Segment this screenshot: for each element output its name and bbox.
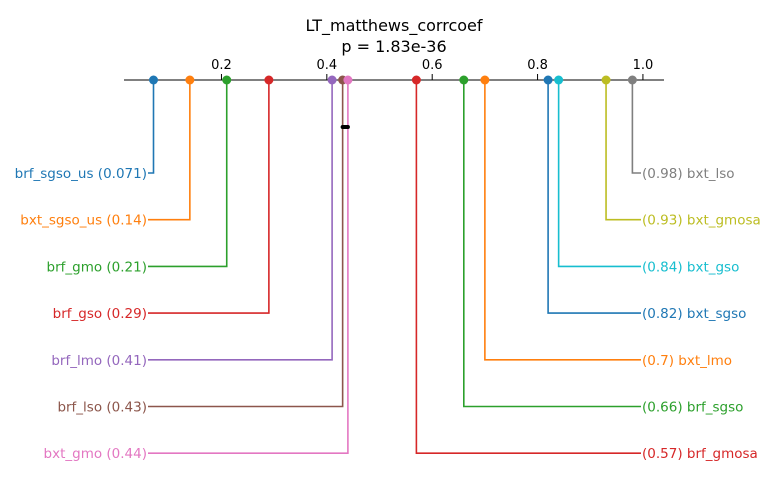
stem-brf_gso <box>148 80 270 314</box>
label-brf_sgso: (0.66) brf_sgso <box>642 400 743 416</box>
label-brf_lso: brf_lso (0.43) <box>57 400 147 416</box>
label-brf_sgso_us: brf_sgso_us (0.071) <box>15 166 147 182</box>
x-tick-label: 0.8 <box>527 58 548 73</box>
marker-bxt_lmo <box>480 75 490 85</box>
stem-bxt_gmosa <box>605 80 641 221</box>
label-brf_lmo: brf_lmo (0.41) <box>51 353 147 369</box>
stem-bxt_lso <box>631 80 641 174</box>
x-tick-label: 1.0 <box>633 58 654 73</box>
marker-bxt_sgso <box>543 75 553 85</box>
x-axis-ticks: 0.2 0.4 0.6 0.8 1.0 <box>211 58 653 80</box>
marker-bxt_gso <box>554 75 564 85</box>
stem-brf_lso <box>148 80 344 408</box>
label-bxt_gmo: bxt_gmo (0.44) <box>44 446 147 462</box>
label-brf_gmosa: (0.57) brf_gmosa <box>642 446 758 462</box>
rank-markers <box>149 75 637 85</box>
chart-subtitle: p = 1.83e-36 <box>341 37 446 56</box>
stem-brf_gmosa <box>415 80 641 455</box>
marker-brf_gmo <box>222 75 232 85</box>
marker-bxt_gmosa <box>601 75 611 85</box>
stem-brf_gmo <box>148 80 228 268</box>
marker-brf_lmo <box>327 75 337 85</box>
stem-bxt_sgso <box>547 80 641 314</box>
rank-stems <box>148 80 641 455</box>
x-tick-label: 0.2 <box>211 58 232 73</box>
method-labels: brf_sgso_us (0.071) bxt_sgso_us (0.14) brf… <box>15 166 761 462</box>
label-bxt_gmosa: (0.93) bxt_gmosa <box>642 213 761 229</box>
stem-bxt_gmo <box>148 80 349 455</box>
marker-brf_gso <box>264 75 274 85</box>
marker-brf_sgso_us <box>149 75 159 85</box>
marker-bxt_sgso_us <box>185 75 195 85</box>
label-brf_gso: brf_gso (0.29) <box>53 306 147 322</box>
label-bxt_lmo: (0.7) bxt_lmo <box>642 353 732 369</box>
x-tick-label: 0.4 <box>316 58 337 73</box>
marker-bxt_gmo <box>343 75 353 85</box>
label-bxt_lso: (0.98) bxt_lso <box>642 166 735 182</box>
stem-bxt_gso <box>557 80 641 268</box>
chart-title: LT_matthews_corrcoef <box>306 16 483 36</box>
marker-bxt_lso <box>627 75 637 85</box>
x-tick-label: 0.6 <box>422 58 443 73</box>
marker-brf_sgso <box>459 75 469 85</box>
stem-bxt_sgso_us <box>148 80 191 221</box>
stem-brf_sgso_us <box>148 80 155 174</box>
label-brf_gmo: brf_gmo (0.21) <box>47 259 148 275</box>
stem-brf_sgso <box>463 80 641 408</box>
label-bxt_sgso: (0.82) bxt_sgso <box>642 306 746 322</box>
marker-brf_gmosa <box>411 75 421 85</box>
stem-bxt_lmo <box>484 80 641 361</box>
label-bxt_gso: (0.84) bxt_gso <box>642 259 739 275</box>
stem-brf_lmo <box>148 80 333 361</box>
label-bxt_sgso_us: bxt_sgso_us (0.14) <box>20 213 147 229</box>
